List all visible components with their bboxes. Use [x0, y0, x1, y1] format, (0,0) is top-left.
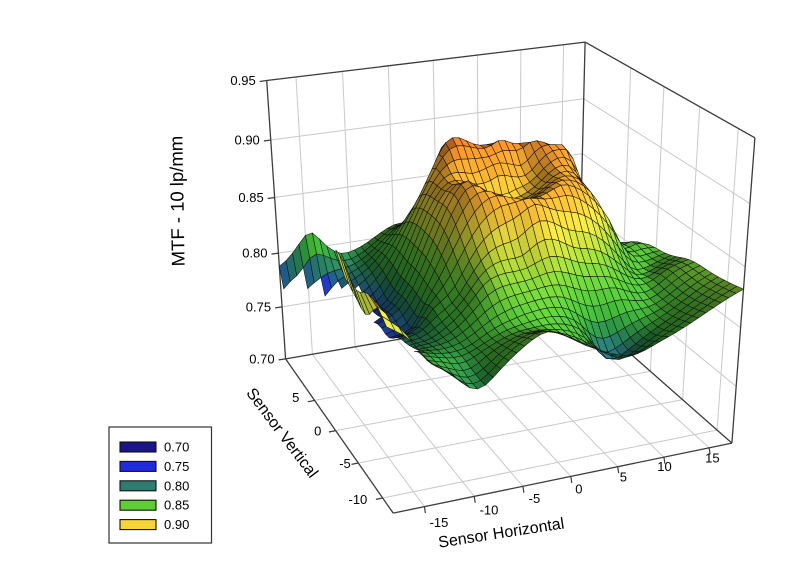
- svg-text:0.90: 0.90: [164, 517, 189, 532]
- svg-text:-5: -5: [339, 456, 351, 471]
- svg-text:0.70: 0.70: [164, 440, 189, 455]
- svg-text:-15: -15: [430, 515, 449, 530]
- svg-text:0.70: 0.70: [249, 351, 274, 366]
- svg-text:0: 0: [575, 482, 582, 497]
- svg-text:0.95: 0.95: [230, 73, 255, 88]
- svg-text:10: 10: [657, 459, 671, 474]
- svg-text:0.80: 0.80: [164, 478, 189, 493]
- svg-text:5: 5: [292, 390, 299, 405]
- svg-text:0: 0: [314, 423, 321, 438]
- svg-text:0.75: 0.75: [164, 459, 189, 474]
- svg-text:0.85: 0.85: [164, 498, 189, 513]
- svg-text:-10: -10: [480, 503, 499, 518]
- svg-text:5: 5: [620, 470, 627, 485]
- svg-text:0.90: 0.90: [234, 133, 259, 148]
- svg-text:0.75: 0.75: [246, 299, 271, 314]
- svg-text:-5: -5: [529, 491, 541, 506]
- svg-text:-10: -10: [349, 492, 368, 507]
- svg-text:0.80: 0.80: [242, 246, 267, 261]
- svg-text:15: 15: [705, 451, 719, 466]
- svg-text:0.85: 0.85: [238, 190, 263, 205]
- svg-text:MTF - 10 lp/mm: MTF - 10 lp/mm: [165, 136, 188, 267]
